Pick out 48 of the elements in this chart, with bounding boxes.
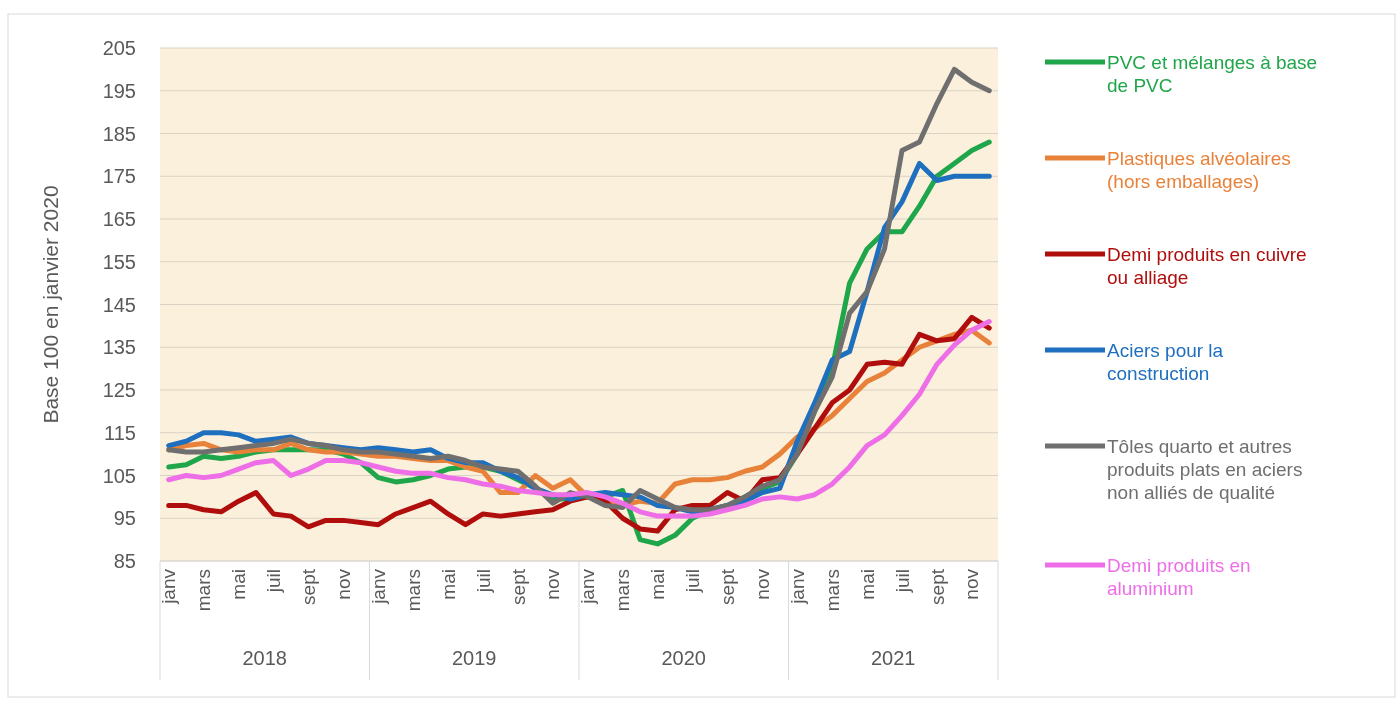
x-tick-label: mars xyxy=(821,569,843,612)
legend-label: Demi produits en cuivre ou alliage xyxy=(1107,243,1307,288)
y-tick-label: 105 xyxy=(102,464,136,487)
y-tick-label: 125 xyxy=(102,379,136,401)
x-tick-label: mai xyxy=(228,569,250,600)
x-tick-label: sept xyxy=(717,568,739,605)
y-tick-label: 115 xyxy=(104,421,136,444)
y-tick-label: 165 xyxy=(102,208,136,230)
x-tick-label: janv xyxy=(367,568,389,605)
y-tick-label: 155 xyxy=(102,250,136,273)
x-tick-label: mai xyxy=(647,569,669,600)
text: 2019 xyxy=(452,647,497,669)
y-tick-label: 175 xyxy=(102,165,136,188)
x-tick-label: nov xyxy=(961,568,983,600)
x-tick-label: juil xyxy=(891,569,913,594)
x-tick-label: sept xyxy=(926,568,948,605)
legend-label: PVC et mélanges à base de PVC xyxy=(1107,51,1318,96)
x-tick-label: janv xyxy=(786,568,808,605)
x-tick-label: mars xyxy=(193,569,215,612)
x-tick-label: janv xyxy=(577,568,599,605)
x-tick-label: mars xyxy=(402,569,424,612)
legend-label: Tôles quarto et autres produits plats en aciers non alliés de qualité xyxy=(1107,435,1303,503)
x-tick-label: juil xyxy=(682,569,704,594)
x-tick-label: juil xyxy=(472,569,494,594)
y-tick-label: 145 xyxy=(102,293,136,316)
x-tick-label: sept xyxy=(298,568,320,605)
legend-label: Plastiques alvéolaires (hors emballages) xyxy=(1107,147,1291,192)
x-tick-label: mars xyxy=(612,569,634,612)
y-tick-label: 205 xyxy=(102,37,136,59)
y-tick-label: 85 xyxy=(113,550,136,572)
x-tick-label: nov xyxy=(542,568,564,600)
x-tick-label: nov xyxy=(751,568,773,600)
x-tick-label: nov xyxy=(332,568,354,600)
y-axis-title: Base 100 en janvier 2020 xyxy=(39,185,62,424)
text: 2020 xyxy=(661,647,706,669)
y-tick-label: 135 xyxy=(102,336,136,359)
x-tick-label: mai xyxy=(856,569,878,600)
x-tick-label: janv xyxy=(158,568,180,605)
x-tick-label: sept xyxy=(507,568,529,605)
y-tick-label: 195 xyxy=(102,79,136,102)
text: 2018 xyxy=(242,647,287,669)
y-tick-label: 95 xyxy=(113,507,136,530)
legend-label: Aciers pour la construction xyxy=(1107,339,1224,384)
y-tick-label: 185 xyxy=(102,122,136,145)
legend-label: Demi produits en aluminium xyxy=(1107,554,1251,599)
x-tick-label: mai xyxy=(437,569,459,600)
text: 2021 xyxy=(871,647,916,669)
x-tick-label: juil xyxy=(263,569,285,594)
